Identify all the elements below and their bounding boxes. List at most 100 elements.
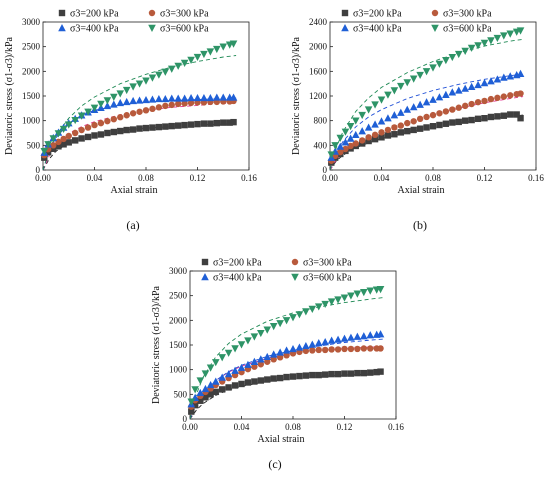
y-tick-label: 3000 [22,17,41,27]
data-point [181,100,188,107]
panel-label: (b) [413,218,427,232]
series-s300 [41,97,237,159]
data-point [218,354,226,362]
data-point [71,116,79,125]
y-tick-label: 0 [36,165,41,175]
data-point [110,100,118,108]
data-point [347,292,355,300]
data-point [197,397,204,404]
y-tick-label: 1500 [169,340,188,350]
legend-marker-s200 [341,9,349,17]
data-point [506,30,515,38]
y-tick-label: 2000 [169,315,188,325]
legend-label-s200: σ3=200 kPa [70,9,119,20]
data-point [200,93,208,102]
x-tick-label: 0.08 [425,173,441,183]
data-point [263,352,272,361]
data-point [461,47,469,55]
data-point [218,373,226,381]
legend-label-s300: σ3=300 kPa [443,9,492,20]
data-point [224,349,233,357]
data-point [282,346,291,354]
x-tick-label: 0.12 [190,173,206,183]
data-point [296,372,303,380]
data-point [206,48,215,56]
data-point [410,118,417,125]
data-point [142,107,150,114]
data-point [225,384,232,391]
chart-a: 0.00 0.04 0.08 0.12 0.16 0 500 1000 1500 2000 2500… [4,9,257,233]
data-point [454,86,463,94]
data-point [168,101,175,109]
data-point [193,93,202,102]
series-s600 [40,40,238,156]
data-point [327,298,336,306]
data-point [308,340,317,348]
y-tick-label: 2000 [22,66,41,76]
data-point [435,93,444,101]
data-point [373,368,380,376]
data-point [181,121,188,129]
data-point [194,120,201,128]
data-point [155,123,163,131]
data-point [174,100,182,108]
data-point [331,142,339,150]
legend-marker-s400 [58,24,66,32]
data-point [321,371,329,378]
data-point [196,388,205,397]
data-point [49,135,58,143]
data-point [123,126,130,134]
data-point [321,300,329,309]
data-point [211,359,220,367]
data-point [117,114,124,121]
data-point [295,343,304,351]
data-point [358,111,366,120]
data-point [429,111,437,119]
data-point [494,113,501,120]
data-point [207,120,214,127]
data-point [315,371,322,379]
fit-curve-s600 [42,55,237,171]
data-point [397,122,405,129]
data-point [376,286,385,294]
data-point [302,372,310,379]
data-point [55,143,62,150]
data-point [167,65,176,73]
data-point [487,37,495,45]
data-point [91,121,98,129]
data-point [461,102,469,110]
data-point [59,125,68,134]
data-point [117,127,124,135]
data-point [188,408,195,415]
data-point [207,391,214,398]
legend-label-s200: σ3=200 kPa [353,9,402,20]
data-point [448,88,457,96]
data-point [321,346,329,354]
data-point [231,366,239,374]
data-point [487,95,495,103]
data-point [142,95,150,104]
data-point [155,104,163,111]
x-axis-label: Axial strain [258,434,305,445]
data-point [97,119,105,127]
legend-marker-s400 [201,273,209,281]
legend-label-s600: σ3=600 kPa [443,24,492,35]
x-axis-label: Axial strain [398,185,445,196]
data-point [238,380,245,388]
data-point [257,355,265,363]
data-point [60,141,67,148]
y-tick-label: 400 [314,140,328,150]
data-point [149,105,156,113]
data-point [474,42,482,50]
data-point [84,124,92,131]
legend-marker-s600 [291,273,299,281]
data-point [64,121,73,129]
data-point [135,96,144,104]
data-point [517,90,524,97]
data-point [397,108,405,116]
data-point [211,377,220,385]
data-point [264,376,271,383]
data-point [360,289,368,297]
y-tick-label: 2500 [169,291,188,301]
data-point [135,80,144,88]
